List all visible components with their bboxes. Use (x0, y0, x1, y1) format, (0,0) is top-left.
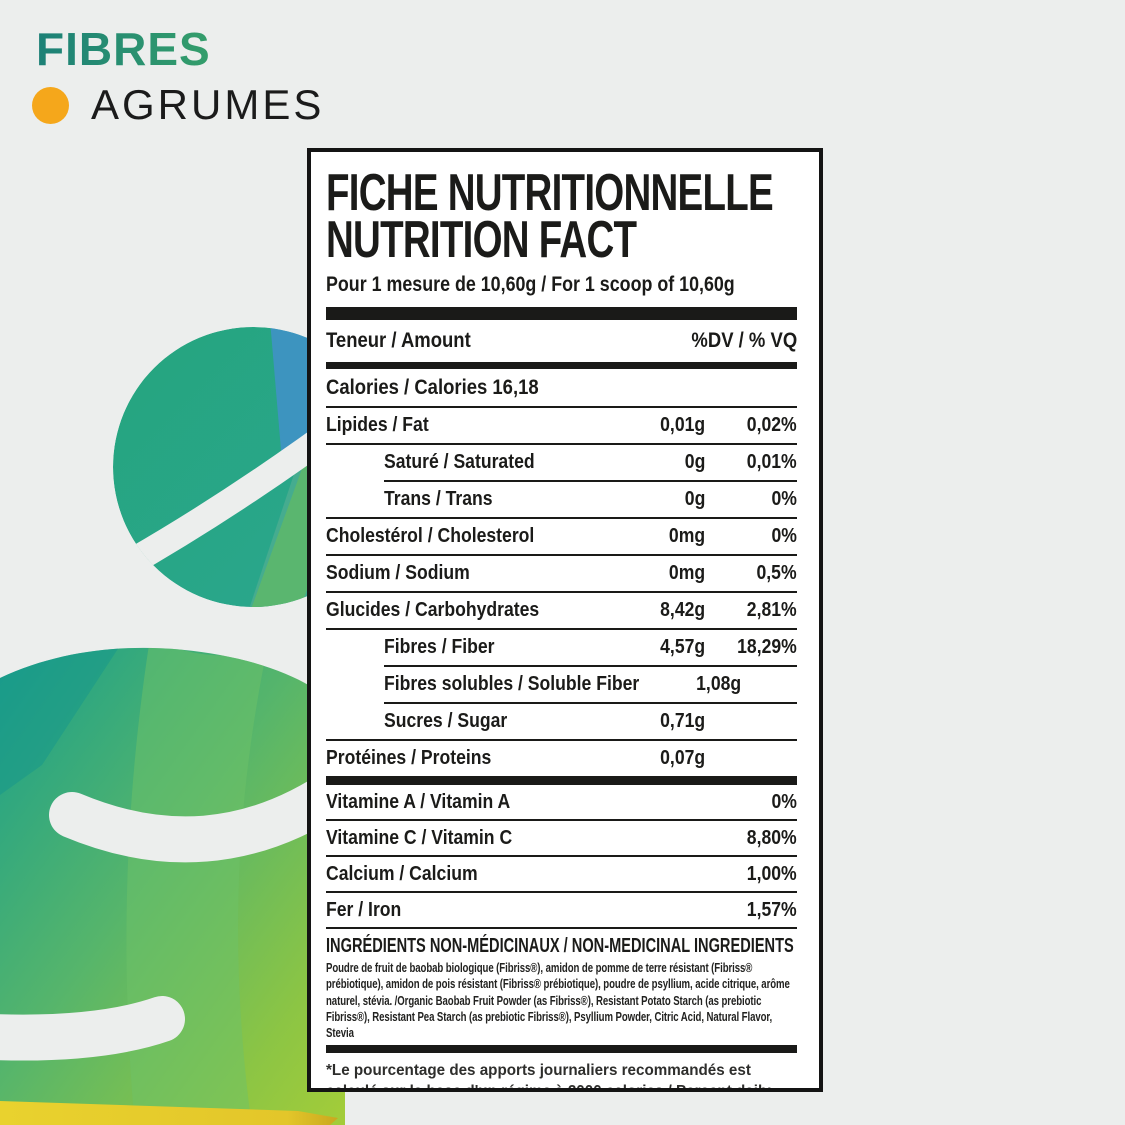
divider-thin (326, 927, 797, 929)
table-header-row: Teneur / Amount %DV / % VQ (326, 320, 797, 362)
brand-name: FIBRES (36, 26, 324, 72)
calories-row: Calories / Calories 16,18 (326, 369, 797, 406)
divider-thick (326, 776, 797, 785)
nutrient-row-fiber: Fibres / Fiber 4,57g 18,29% (384, 636, 797, 658)
leaf-s-shape (0, 647, 345, 1125)
divider-thick (326, 362, 797, 369)
nutrient-row-fat: Lipides / Fat 0,01g 0,02% (326, 414, 797, 436)
vitamin-row-c: Vitamine C / Vitamin C 8,80% (326, 826, 797, 849)
nutrient-row-proteins: Protéines / Proteins 0,07g (326, 747, 705, 769)
yellow-strip (0, 1101, 338, 1125)
amount-header: Teneur / Amount (326, 329, 471, 352)
ingredients-title: INGRÉDIENTS NON-MÉDICINAUX / NON-MEDICIN… (326, 934, 794, 957)
divider-thin (326, 891, 797, 893)
serving-size-line: Pour 1 mesure de 10,60g / For 1 scoop of… (326, 273, 735, 296)
calories-label: Calories / Calories (326, 375, 488, 399)
nutrient-row-soluble-fiber: Fibres solubles / Soluble Fiber 1,08g (384, 673, 742, 695)
divider-thin (326, 819, 797, 821)
nutrient-row-cholesterol: Cholestérol / Cholesterol 0mg 0% (326, 525, 797, 547)
divider-thin (326, 554, 797, 556)
ingredients-text: Poudre de fruit de baobab biologique (Fi… (326, 961, 790, 1040)
divider-thick (326, 307, 797, 320)
daily-value-footnote: *Le pourcentage des apports journaliers … (326, 1062, 771, 1092)
nutrition-facts-panel: FICHE NUTRITIONNELLE NUTRITION FACT Pour… (307, 148, 823, 1092)
nutrient-row-trans: Trans / Trans 0g 0% (384, 488, 797, 510)
vitamin-row-iron: Fer / Iron 1,57% (326, 898, 797, 921)
panel-title-fr: FICHE NUTRITIONNELLE (326, 164, 774, 222)
flavor-dot-icon (32, 86, 69, 124)
calories-value: 16,18 (492, 375, 539, 399)
nutrient-row-carbohydrates: Glucides / Carbohydrates 8,42g 2,81% (326, 599, 797, 621)
panel-title: FICHE NUTRITIONNELLE NUTRITION FACT (326, 164, 797, 269)
vitamin-row-a: Vitamine A / Vitamin A 0% (326, 790, 797, 813)
divider-thin-indented (384, 665, 797, 667)
brand-flavor: AGRUMES (32, 84, 324, 126)
nutrient-row-sugar: Sucres / Sugar 0,71g (384, 710, 705, 732)
divider-thin (326, 628, 797, 630)
brand-header: FIBRES AGRUMES (32, 26, 324, 126)
vitamin-row-calcium: Calcium / Calcium 1,00% (326, 862, 797, 885)
dv-header: %DV / % VQ (691, 329, 797, 352)
divider-thin (326, 443, 797, 445)
nutrient-row-sodium: Sodium / Sodium 0mg 0,5% (326, 562, 797, 584)
panel-title-en: NUTRITION FACT (326, 211, 637, 269)
nutrient-row-saturated: Saturé / Saturated 0g 0,01% (384, 451, 797, 473)
divider-thick (326, 1045, 797, 1054)
divider-thin (326, 591, 797, 593)
flavor-name: AGRUMES (91, 81, 325, 128)
divider-thin-indented (384, 702, 797, 704)
divider-thin (326, 739, 797, 741)
divider-thin (326, 517, 797, 519)
divider-thin-indented (384, 480, 797, 482)
divider-thin (326, 855, 797, 857)
divider-thin (326, 406, 797, 408)
